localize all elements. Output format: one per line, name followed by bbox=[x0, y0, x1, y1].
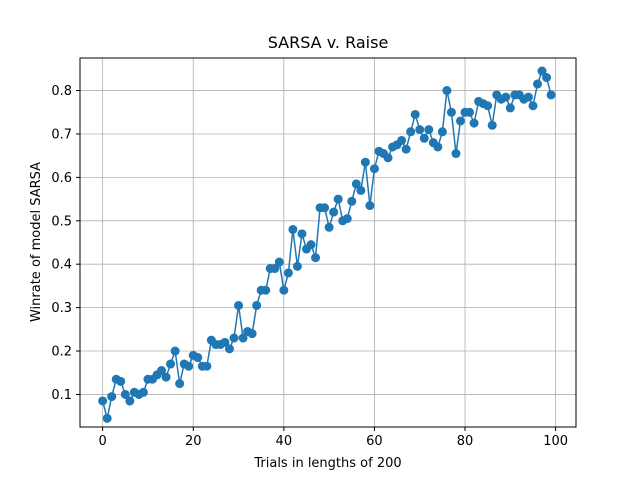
series-line bbox=[101, 70, 552, 420]
data-point bbox=[292, 261, 302, 271]
data-point bbox=[247, 329, 257, 339]
x-tick-label: 100 bbox=[543, 434, 568, 449]
data-point bbox=[501, 92, 511, 102]
data-point bbox=[342, 214, 352, 224]
data-point bbox=[455, 116, 465, 126]
data-point bbox=[469, 118, 479, 128]
series-group bbox=[98, 66, 556, 423]
data-point bbox=[415, 125, 425, 135]
x-tick-label: 80 bbox=[457, 434, 474, 449]
data-point bbox=[446, 107, 456, 117]
y-tick-label: 0.1 bbox=[51, 388, 72, 403]
data-point bbox=[537, 66, 547, 76]
data-point bbox=[283, 268, 293, 278]
data-point bbox=[170, 346, 180, 356]
x-axis-label: Trials in lengths of 200 bbox=[253, 456, 401, 471]
y-axis-ticks: 0.1 0.2 0.3 0.4 0.5 0.6 0.7 0.8 bbox=[51, 84, 80, 403]
data-point bbox=[383, 153, 393, 163]
data-point bbox=[347, 196, 357, 206]
data-point bbox=[297, 229, 307, 239]
data-point bbox=[329, 207, 339, 217]
data-point bbox=[324, 222, 334, 232]
data-point bbox=[505, 103, 515, 113]
data-point bbox=[261, 285, 271, 295]
data-point bbox=[252, 300, 262, 310]
y-tick-label: 0.2 bbox=[51, 345, 72, 360]
data-point bbox=[465, 107, 475, 117]
data-point bbox=[279, 285, 289, 295]
data-point bbox=[437, 127, 447, 137]
data-point bbox=[166, 359, 176, 369]
data-point bbox=[238, 333, 248, 343]
chart-title: SARSA v. Raise bbox=[268, 33, 389, 52]
data-point bbox=[274, 257, 284, 267]
data-point bbox=[483, 101, 493, 111]
data-point bbox=[369, 164, 379, 174]
data-point bbox=[528, 101, 538, 111]
y-tick-label: 0.5 bbox=[51, 214, 72, 229]
x-tick-label: 60 bbox=[366, 434, 383, 449]
data-point bbox=[161, 372, 171, 382]
data-point bbox=[365, 201, 375, 211]
y-axis-label: Winrate of model SARSA bbox=[29, 162, 44, 322]
y-tick-label: 0.8 bbox=[51, 84, 72, 99]
data-point bbox=[442, 86, 452, 96]
y-tick-label: 0.7 bbox=[51, 127, 72, 142]
data-point bbox=[202, 361, 212, 371]
data-point bbox=[542, 73, 552, 83]
data-point bbox=[523, 92, 533, 102]
y-tick-label: 0.4 bbox=[51, 258, 72, 273]
data-point bbox=[234, 300, 244, 310]
data-point bbox=[533, 79, 542, 89]
x-axis-ticks: 0 20 40 60 80 100 bbox=[99, 427, 568, 449]
data-point bbox=[270, 264, 280, 274]
plot-frame bbox=[79, 57, 577, 428]
data-point bbox=[401, 144, 411, 154]
data-point bbox=[487, 120, 497, 130]
data-point bbox=[320, 203, 330, 213]
x-tick-label: 20 bbox=[185, 434, 202, 449]
data-point bbox=[360, 157, 370, 167]
data-point bbox=[102, 413, 112, 423]
x-tick-label: 40 bbox=[276, 434, 293, 449]
data-point bbox=[397, 135, 407, 145]
data-point bbox=[98, 396, 108, 406]
data-point bbox=[419, 133, 429, 143]
data-point bbox=[333, 194, 343, 204]
y-tick-label: 0.3 bbox=[51, 301, 72, 316]
data-point bbox=[184, 361, 194, 371]
data-point bbox=[451, 149, 461, 159]
data-point bbox=[125, 396, 135, 406]
data-point bbox=[306, 240, 316, 250]
data-point bbox=[356, 185, 366, 195]
data-point bbox=[406, 127, 416, 137]
data-point bbox=[424, 125, 434, 135]
data-point bbox=[433, 142, 443, 152]
data-point bbox=[120, 389, 130, 399]
data-point bbox=[220, 337, 230, 347]
data-point bbox=[410, 109, 420, 119]
data-point bbox=[116, 376, 126, 386]
data-point bbox=[157, 366, 167, 376]
x-tick-label: 0 bbox=[99, 434, 107, 449]
data-point bbox=[175, 379, 185, 389]
data-point bbox=[193, 353, 203, 363]
data-point bbox=[224, 344, 234, 354]
data-point bbox=[288, 224, 298, 234]
data-point bbox=[138, 387, 148, 397]
data-point bbox=[546, 90, 556, 100]
data-point bbox=[311, 253, 321, 263]
data-point bbox=[107, 392, 117, 402]
data-point bbox=[229, 333, 239, 343]
y-tick-label: 0.6 bbox=[51, 171, 72, 186]
data-point bbox=[351, 179, 361, 189]
